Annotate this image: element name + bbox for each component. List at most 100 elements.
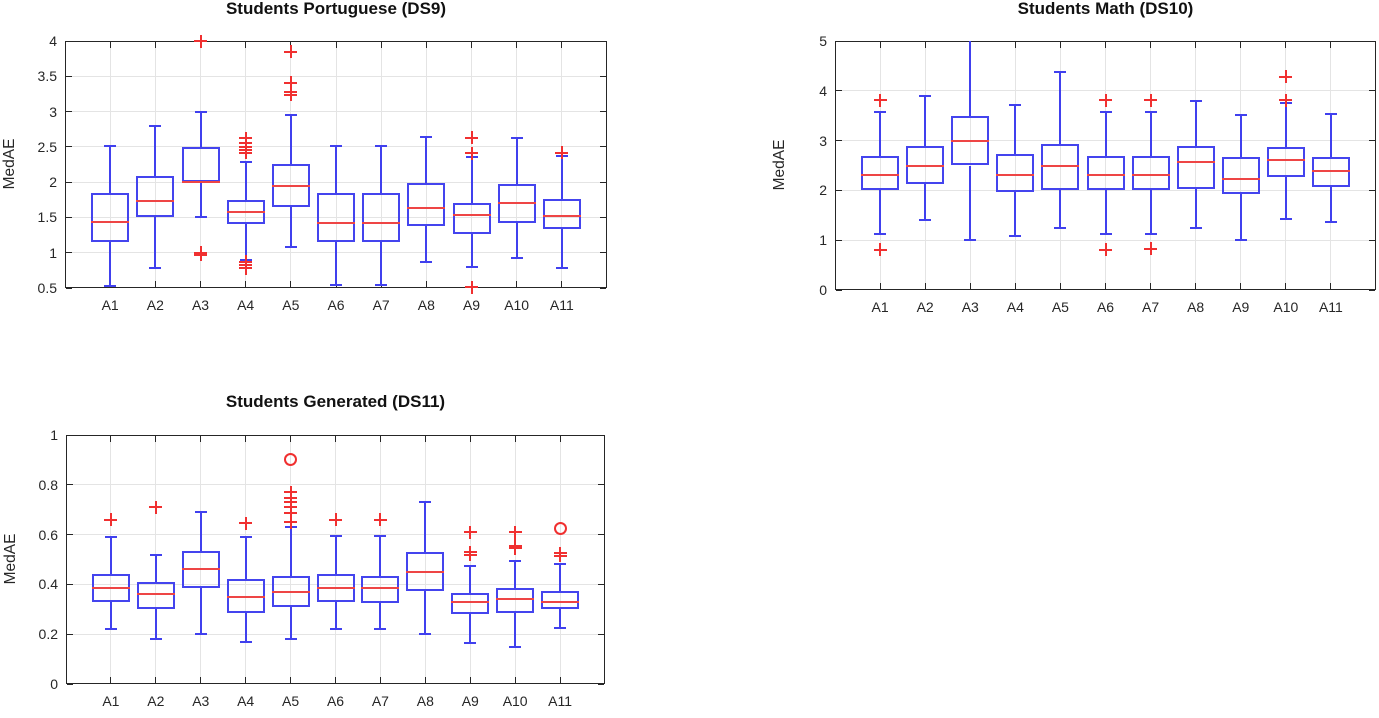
y-tick-label: 0.8 [38,476,58,493]
x-gridline [1014,42,1016,289]
y-tick-label: 2.5 [37,138,57,155]
y-tick-label: 4 [49,33,57,49]
x-tick [1059,283,1061,289]
lower-whisker [560,229,563,268]
outlier-plus-marker [194,248,207,262]
lower-whisker [154,609,157,640]
upper-whisker [244,162,247,200]
lower-whisker [379,603,382,630]
median-line [406,570,445,573]
box-A1 [91,193,130,243]
x-tick-label: A2 [147,693,165,709]
x-tick [469,436,471,442]
y-tick [67,534,73,536]
outlier-plus-marker [508,541,522,555]
x-tick [879,42,881,48]
x-tick-label: A9 [462,297,481,313]
outlier-plus-marker [1144,93,1158,107]
y-tick-label: 1 [50,427,58,443]
outlier-circle-marker [284,453,298,467]
box-A8 [407,182,446,226]
outlier-plus-marker [149,500,163,514]
upper-whisker [1239,115,1242,158]
x-tick [1285,42,1287,48]
box-A11 [541,590,580,610]
lower-whisker [879,190,882,234]
x-tick [424,436,426,442]
box-A10 [497,184,536,224]
x-tick [1059,42,1061,48]
x-tick [379,436,381,442]
x-tick-label: A2 [146,297,164,313]
lower-whisker [559,609,562,628]
upper-whisker [379,535,382,576]
upper-whisker-cap [194,110,207,113]
x-tick [335,436,336,442]
box-A4 [996,153,1035,193]
outlier-plus-marker [104,513,118,527]
upper-whisker [154,126,157,176]
lower-whisker [109,242,112,286]
y-tick-label: 1 [819,232,827,249]
x-tick-label: A3 [191,297,210,313]
upper-whisker [425,136,428,183]
median-line [407,206,446,209]
lower-whisker-cap [419,633,432,636]
outlier-plus-marker [284,45,298,59]
lower-whisker-cap [149,267,162,270]
median-line [136,200,175,203]
upper-whisker-cap [149,553,162,556]
x-gridline [1195,42,1197,289]
lower-whisker [1059,190,1062,228]
outlier-plus-marker [373,513,387,527]
upper-whisker [1194,101,1197,147]
y-tick [598,583,604,585]
y-tick [600,146,606,148]
y-tick [66,181,72,183]
x-tick [425,281,427,287]
x-tick [559,436,561,442]
median-line [996,173,1035,176]
y-tick [598,534,604,536]
box-A9 [452,202,491,235]
outlier-plus-marker [239,261,253,275]
outlier-plus-marker [284,515,298,529]
lower-whisker [1104,190,1107,234]
y-tick [66,146,72,148]
chart-title-ds10: Students Math (DS10) [1017,0,1194,18]
plot-area [66,435,605,684]
y-tick [836,239,842,241]
x-tick [155,436,157,442]
y-gridline [66,75,606,77]
lower-whisker [1149,190,1152,234]
upper-whisker [335,146,337,194]
box-A2 [136,175,175,218]
y-tick [600,287,606,289]
x-tick [154,281,156,287]
lower-whisker-cap [1279,217,1292,220]
upper-whisker-cap [374,534,387,537]
y-gridline [836,239,1375,241]
x-tick [154,42,156,48]
lower-whisker [969,165,972,241]
lower-whisker-cap [420,260,433,263]
lower-whisker-cap [555,266,568,269]
median-line [181,181,220,184]
x-tick-label: A11 [1318,299,1343,315]
outlier-plus-marker [1144,242,1158,256]
x-tick-label: A10 [502,693,528,709]
outlier-plus-marker [553,549,567,563]
upper-whisker-cap [510,137,523,140]
x-tick-label: A4 [237,693,255,709]
x-tick [1105,42,1106,48]
upper-whisker-cap [1054,71,1067,74]
y-tick-label: 2 [49,174,57,191]
upper-whisker [515,138,518,185]
upper-whisker [469,565,472,594]
median-line [451,600,490,603]
y-axis-label-ds10: MedAE [771,139,788,191]
x-tick [335,42,337,48]
y-tick-label: 0.6 [38,526,58,543]
lower-whisker [380,242,383,286]
x-tick [1195,42,1197,48]
